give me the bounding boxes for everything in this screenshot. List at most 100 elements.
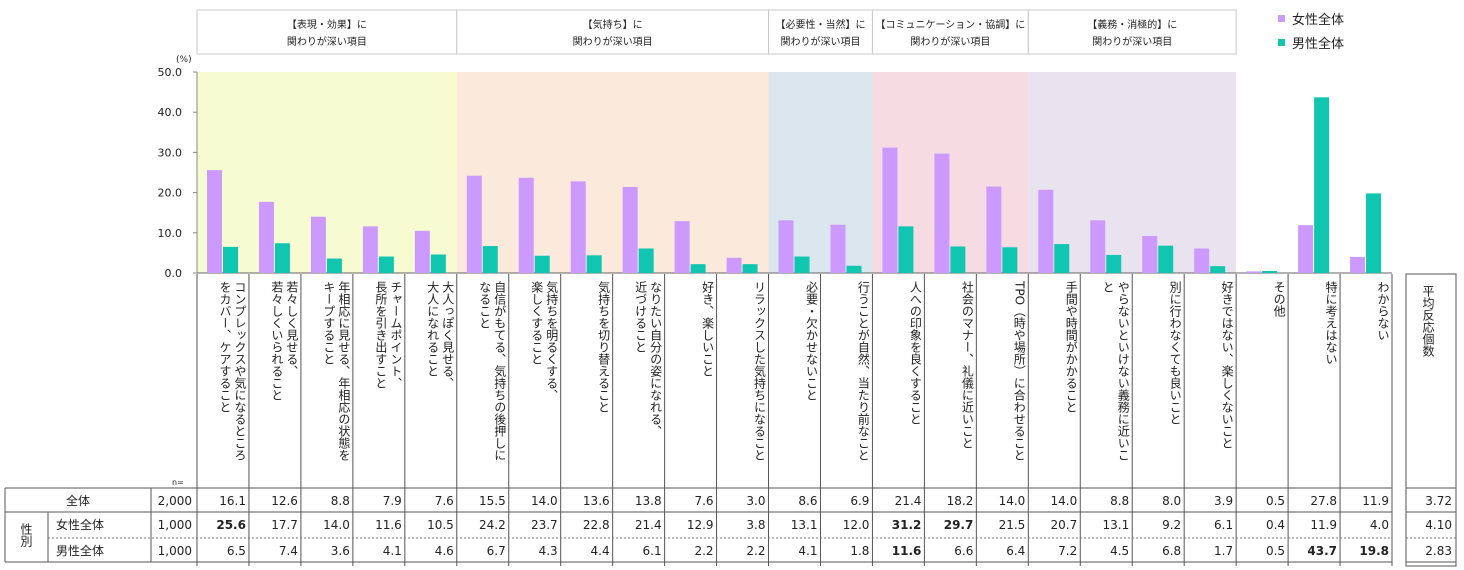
table-cell: 6.1: [643, 544, 662, 558]
group-header-line2: 関わりが深い項目: [780, 35, 860, 48]
group-band: [197, 72, 457, 273]
table-row-label: 女性全体: [56, 517, 104, 532]
table-cell: 14.0: [323, 518, 350, 532]
legend-swatch: [1278, 15, 1285, 22]
category-label: わからない: [1376, 281, 1390, 341]
table-cell: 7.2: [1058, 544, 1077, 558]
table-cell: 13.1: [1102, 518, 1129, 532]
category-label: 必要・欠かせないこと: [804, 281, 818, 401]
table-cell: 22.8: [583, 518, 610, 532]
bar-female: [1298, 225, 1314, 273]
table-n: 1,000: [158, 544, 192, 558]
category-label: その他: [1272, 281, 1286, 317]
bar-male: [846, 265, 862, 273]
bar-female: [674, 221, 690, 273]
table-cell: 1.7: [1214, 544, 1233, 558]
group-header-line1: 【義務・消極的】に: [1087, 18, 1177, 31]
group-header-line2: 関わりが深い項目: [1092, 35, 1172, 48]
bar-female: [258, 201, 274, 273]
table-cell: 29.7: [944, 518, 974, 532]
table-cell: 13.1: [791, 518, 818, 532]
table-cell: 3.0: [746, 494, 765, 508]
bar-male: [274, 243, 290, 273]
category-label: 年相応に見せる、年相応の状態を: [337, 281, 351, 461]
table-cell: 0.5: [1266, 494, 1285, 508]
category-label: 近づけること: [634, 281, 648, 353]
category-label: 行うことが自然、当たり前なこと: [856, 281, 870, 461]
bar-female: [1090, 220, 1106, 273]
table-cell: 8.6: [798, 494, 817, 508]
y-unit-label: (%): [176, 55, 192, 65]
table-cell: 8.0: [1162, 494, 1181, 508]
category-label: 気持ちを明るくする、: [545, 280, 559, 401]
bar-male: [378, 256, 394, 273]
bar-male: [742, 264, 758, 273]
bar-female: [1246, 271, 1262, 273]
avg-header: 平均反応個数: [1421, 285, 1435, 358]
bar-male: [586, 255, 602, 273]
category-label: 手間や時間がかかること: [1064, 281, 1078, 413]
bar-male: [950, 246, 966, 273]
bar-female: [570, 181, 586, 273]
table-cell: 14.0: [531, 494, 558, 508]
bar-male: [794, 256, 810, 273]
table-cell: 6.6: [954, 544, 973, 558]
data-table: n= 平均反応個数 性別 全体 2,000 16.1 12.6 8.8 7.9 7.6 15.…: [4, 273, 1457, 567]
bar-female: [414, 230, 430, 273]
bar-female: [207, 170, 222, 273]
category-label: 大人っぽく見せる、: [441, 281, 455, 389]
bar-male: [898, 226, 914, 273]
n-label: n=: [172, 478, 184, 487]
table-avg: 4.10: [1425, 518, 1452, 532]
group-header-line2: 関わりが深い項目: [287, 35, 367, 48]
group-header-line1: 【必要性・当然】に: [775, 18, 865, 31]
table-cell: 27.8: [1310, 494, 1337, 508]
table-cell: 2.2: [746, 544, 765, 558]
table-cell: 23.7: [531, 518, 558, 532]
table-cell: 4.1: [798, 544, 817, 558]
category-label: 好き、楽しいこと: [701, 281, 715, 377]
table-cell: 10.5: [427, 518, 454, 532]
table-cell: 7.6: [694, 494, 713, 508]
category-label: チャームポイント、: [389, 281, 403, 389]
bar-male: [482, 246, 498, 273]
bar-female: [1142, 236, 1158, 273]
table-cell: 3.6: [331, 544, 350, 558]
bar-female: [882, 147, 898, 273]
category-label: TPO（時や場所）に合わせること: [1012, 280, 1026, 461]
bar-female: [830, 224, 846, 273]
bar-male: [1002, 247, 1018, 273]
table-cell: 0.5: [1266, 544, 1285, 558]
group-header-line1: 【表現・効果】に: [287, 18, 367, 31]
bar-male: [1366, 193, 1382, 273]
table-cell: 6.8: [1162, 544, 1181, 558]
table-cell: 13.8: [635, 494, 662, 508]
category-label: をカバー、ケアすること: [218, 281, 232, 413]
table-n: 2,000: [158, 494, 192, 508]
table-avg: 3.72: [1425, 494, 1452, 508]
bar-female: [1038, 189, 1054, 273]
category-label: キープすること: [322, 281, 336, 365]
group-header-line2: 関わりが深い項目: [573, 35, 653, 48]
bar-female: [1350, 256, 1366, 273]
table-cell: 1.8: [850, 544, 869, 558]
table-cell: 14.0: [999, 494, 1026, 508]
bar-male: [1054, 244, 1070, 273]
table-cell: 6.5: [227, 544, 246, 558]
y-tick-label: 20.0: [158, 187, 183, 200]
table-cell: 8.8: [331, 494, 350, 508]
table-cell: 11.9: [1310, 518, 1337, 532]
table-cell: 14.0: [1051, 494, 1078, 508]
table-cell: 13.6: [583, 494, 610, 508]
table-cell: 3.8: [746, 518, 765, 532]
table-cell: 12.0: [843, 518, 870, 532]
table-row-label: 男性全体: [56, 543, 104, 558]
bar-male: [326, 258, 342, 273]
table-cell: 8.8: [1110, 494, 1129, 508]
legend-label: 女性全体: [1292, 12, 1344, 28]
legend-swatch: [1278, 39, 1285, 46]
bars: [207, 97, 1382, 274]
category-label: 気持ちを切り替えること: [597, 280, 611, 413]
table-cell: 4.5: [1110, 544, 1129, 558]
